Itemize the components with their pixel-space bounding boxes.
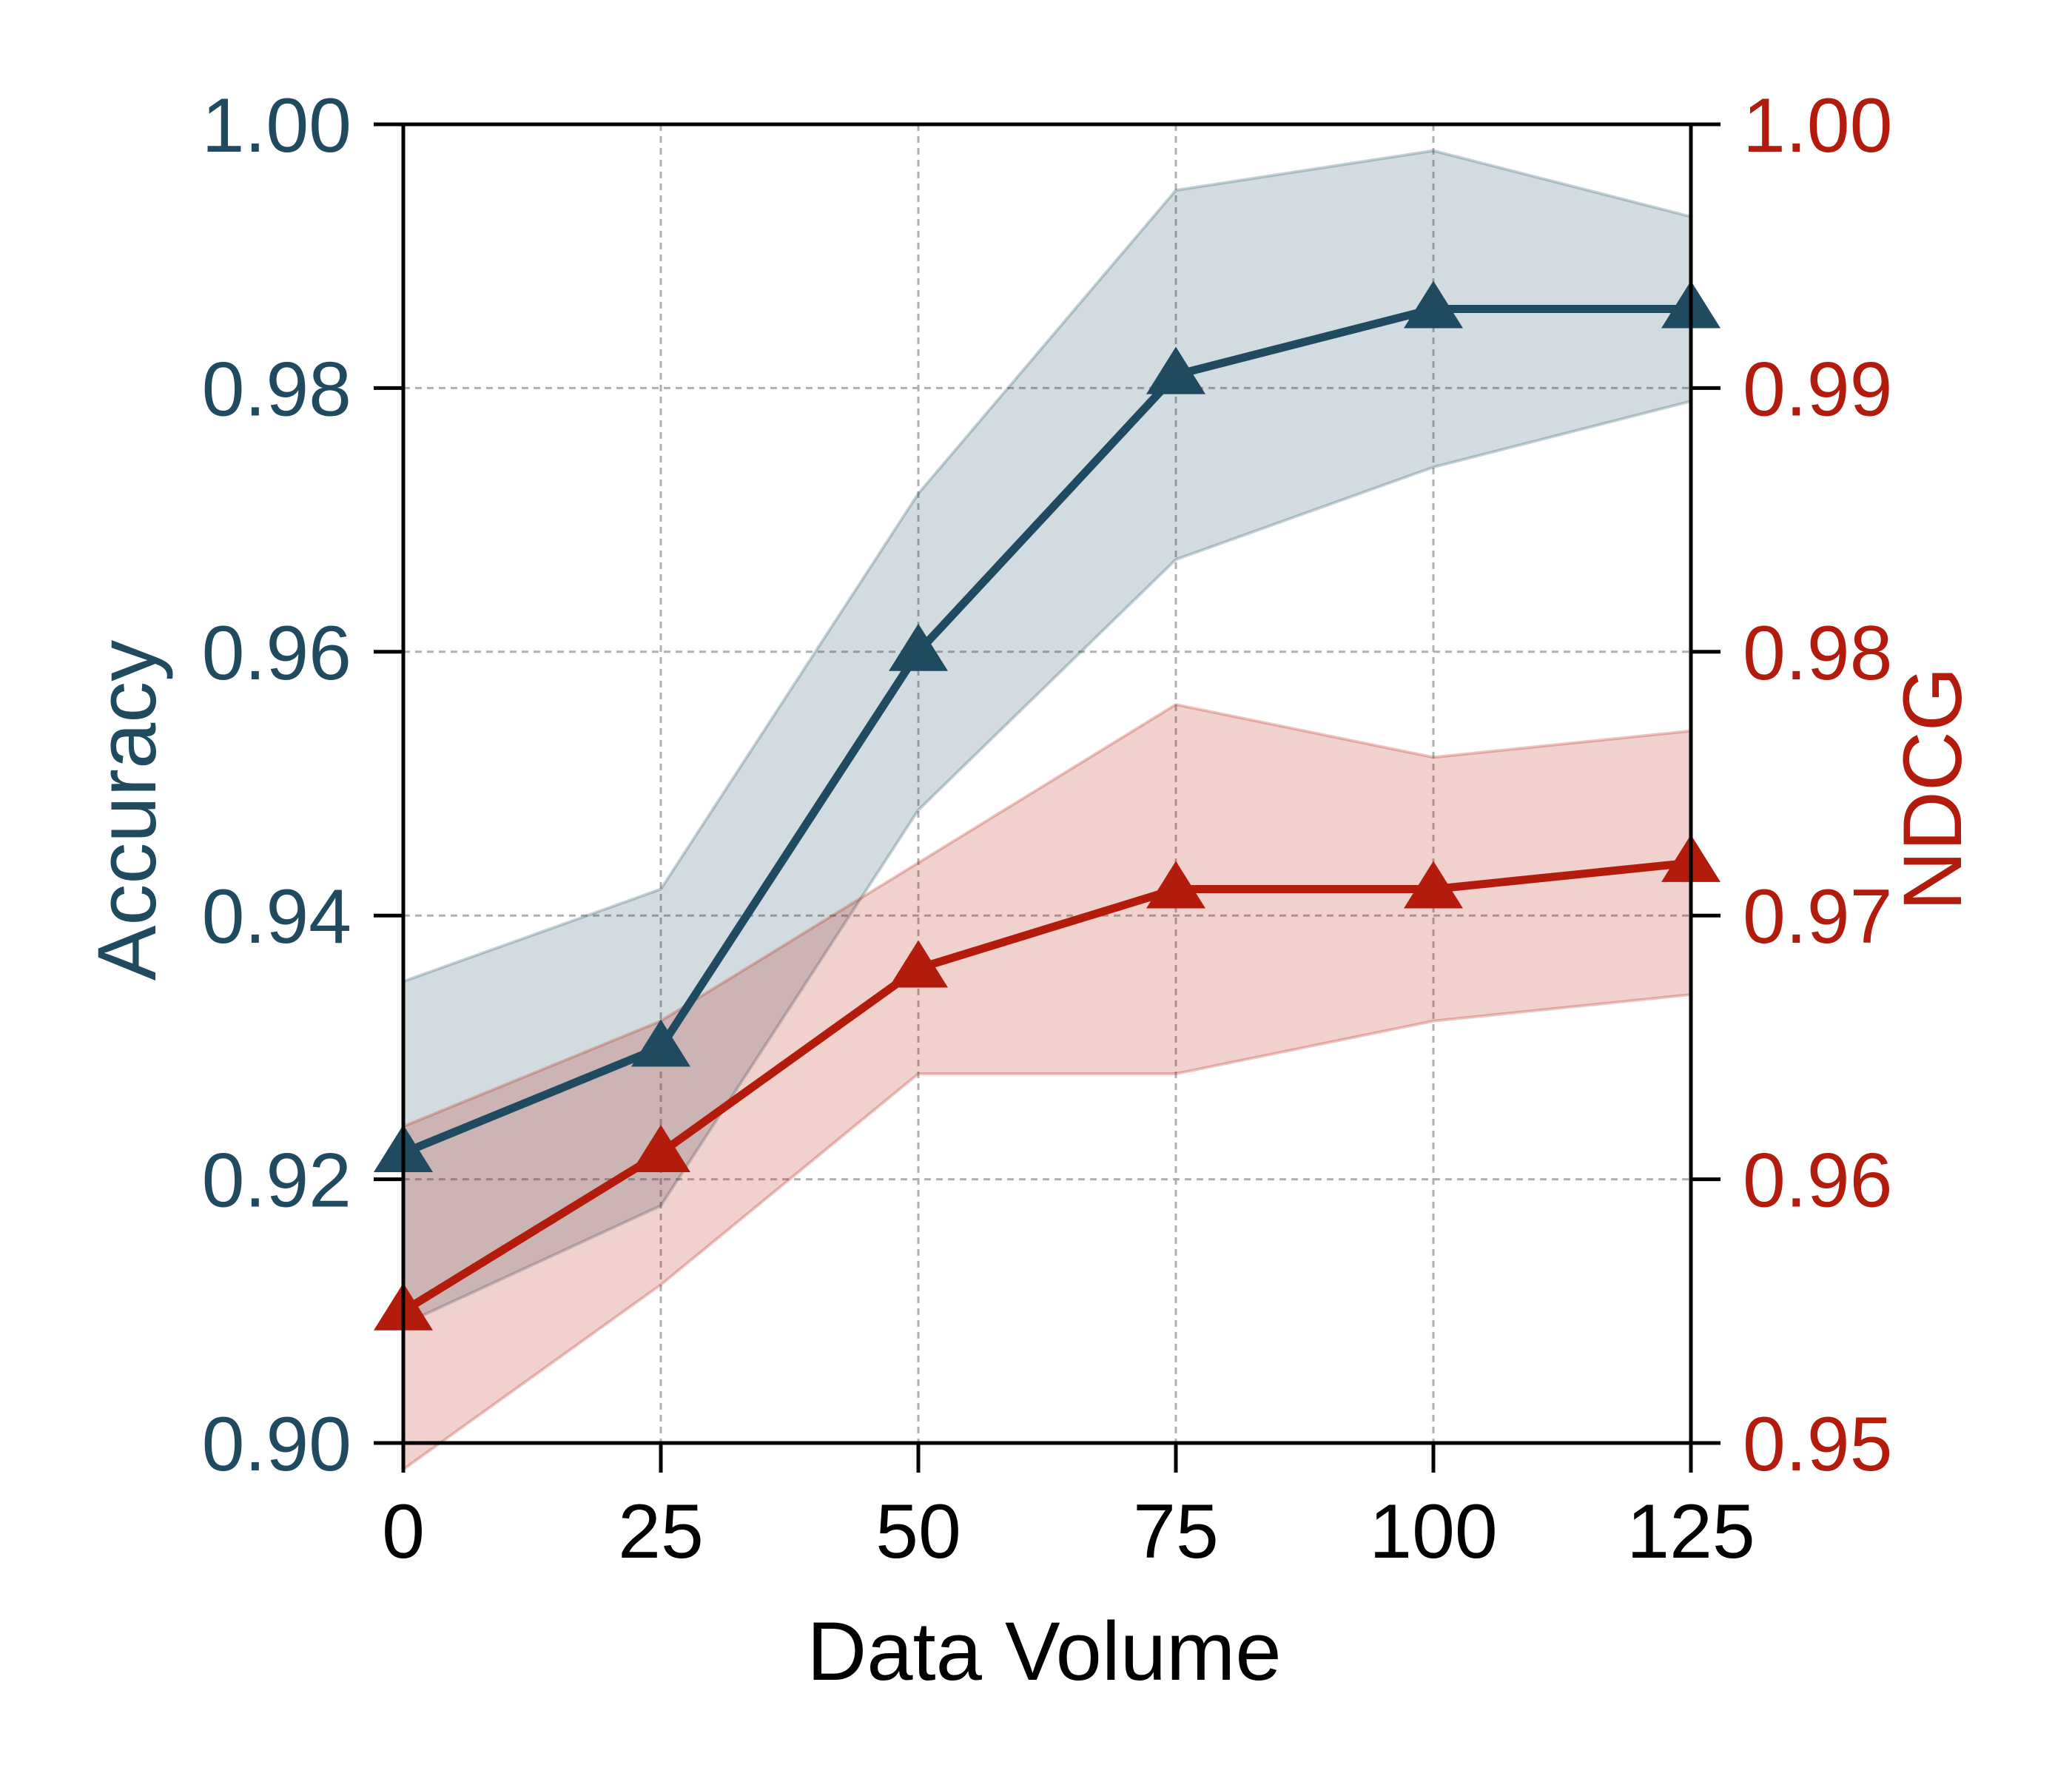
data-point-marker-left xyxy=(1404,280,1463,329)
data-point-marker-right xyxy=(1404,861,1463,909)
right-y-tick-label: 0.97 xyxy=(1743,874,1892,960)
confidence-band-right xyxy=(402,702,1692,1473)
left-y-tick-label: 1.00 xyxy=(202,83,352,169)
left-y-tick-label: 0.94 xyxy=(202,874,352,960)
x-tick-label: 0 xyxy=(382,1489,425,1575)
data-point-marker-right xyxy=(1146,861,1205,909)
right-y-axis-title: NDCG xyxy=(1886,667,1979,911)
left-y-tick-label: 0.96 xyxy=(202,610,352,696)
x-axis-title: Data Volume xyxy=(807,1605,1281,1698)
left-y-tick-label: 0.92 xyxy=(202,1138,352,1224)
series-line-right xyxy=(401,858,1692,1315)
right-y-tick-label: 0.95 xyxy=(1743,1402,1892,1487)
tick-labels: 0.90 0.92 0.94 0.96 0.98 1.00 0.95 0.96 0.97 0.98… xyxy=(202,83,1893,1575)
axes xyxy=(374,122,1720,1473)
data-point-marker-left xyxy=(889,623,948,671)
left-y-tick-label: 0.98 xyxy=(202,346,352,432)
series-lines xyxy=(401,304,1692,1315)
right-y-tick-label: 0.99 xyxy=(1743,346,1892,432)
right-y-tick-label: 1.00 xyxy=(1743,83,1892,169)
left-y-tick-label: 0.90 xyxy=(202,1402,352,1487)
data-point-marker-left xyxy=(631,1019,690,1067)
right-y-tick-label: 0.96 xyxy=(1743,1138,1892,1224)
grid-lines xyxy=(403,124,1691,1443)
right-y-tick-label: 0.98 xyxy=(1743,610,1892,696)
data-point-marker-right xyxy=(889,940,948,988)
x-tick-label: 50 xyxy=(875,1489,961,1575)
data-point-marker-left xyxy=(1146,346,1205,394)
left-y-axis-title: Accuracy xyxy=(81,640,173,981)
data-point-marker-right xyxy=(631,1124,690,1172)
confidence-bands xyxy=(402,149,1692,1473)
series-line-left xyxy=(401,304,1691,1157)
x-tick-label: 25 xyxy=(618,1489,704,1575)
x-tick-label: 100 xyxy=(1369,1489,1498,1575)
x-tick-label: 75 xyxy=(1133,1489,1219,1575)
x-tick-label: 125 xyxy=(1627,1489,1755,1575)
